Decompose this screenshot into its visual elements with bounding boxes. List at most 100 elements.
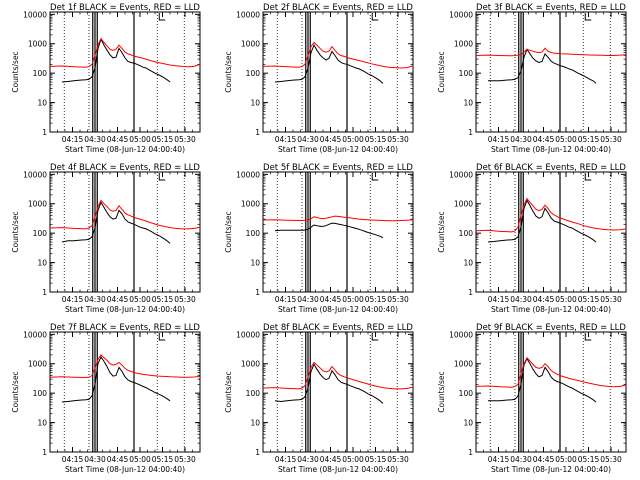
- plot-frame: [49, 171, 201, 293]
- x-tick-label: 05:00: [342, 455, 364, 464]
- x-tick-label: 04:45: [320, 135, 342, 144]
- x-axis-label: Start Time (08-Jun-12 04:00:40): [278, 465, 398, 474]
- y-tick-label: 10: [250, 99, 260, 108]
- y-tick-label: 10000: [449, 170, 473, 179]
- y-axis-label: Counts/sec: [11, 371, 20, 412]
- y-tick-label: 1000: [454, 40, 473, 49]
- y-tick-label: 10: [37, 99, 47, 108]
- marker-bracket: [158, 13, 166, 21]
- panel-title: Det 3f BLACK = Events, RED = LLD: [476, 3, 626, 13]
- x-tick-label: 05:30: [600, 455, 622, 464]
- x-tick-label: 05:15: [152, 295, 174, 304]
- y-tick-label: 1000: [28, 40, 47, 49]
- x-axis-label: Start Time (08-Jun-12 04:00:40): [491, 145, 611, 154]
- x-tick-label: 05:15: [365, 135, 387, 144]
- y-tick-label: 10000: [449, 10, 473, 19]
- x-tick-label: 05:30: [387, 135, 409, 144]
- x-tick-label: 05:00: [555, 455, 577, 464]
- y-tick-label: 10: [463, 99, 473, 108]
- y-tick-label: 1: [42, 288, 47, 297]
- y-tick-label: 100: [33, 229, 48, 238]
- x-tick-label: 04:30: [84, 135, 106, 144]
- y-tick-label: 1: [255, 448, 260, 457]
- x-tick-label: 04:15: [275, 295, 297, 304]
- x-tick-label: 04:30: [84, 295, 106, 304]
- series-line-events: [274, 222, 384, 239]
- series-line-lld: [263, 215, 413, 222]
- x-axis-label: Start Time (08-Jun-12 04:00:40): [491, 465, 611, 474]
- y-axis-label: Counts/sec: [437, 211, 446, 252]
- y-tick-label: 10: [37, 259, 47, 268]
- plot-frame: [475, 11, 627, 133]
- x-tick-label: 04:45: [533, 455, 555, 464]
- y-axis-label: Counts/sec: [437, 371, 446, 412]
- x-tick-label: 04:15: [62, 135, 84, 144]
- x-tick-label: 04:30: [297, 135, 319, 144]
- x-tick-label: 05:15: [365, 455, 387, 464]
- series-line-lld: [50, 199, 200, 230]
- y-axis-label: Counts/sec: [224, 211, 233, 252]
- marker-bracket: [371, 333, 379, 341]
- series-line-events: [488, 357, 597, 403]
- plot-frame: [262, 11, 414, 133]
- y-tick-label: 100: [33, 389, 48, 398]
- x-tick-label: 04:45: [107, 135, 129, 144]
- panel-title: Det 4f BLACK = Events, RED = LLD: [50, 163, 200, 173]
- y-tick-label: 1000: [241, 40, 260, 49]
- x-axis-label: Start Time (08-Jun-12 04:00:40): [278, 145, 398, 154]
- marker-bracket: [371, 173, 379, 181]
- marker-bracket: [371, 13, 379, 21]
- x-tick-label: 05:30: [600, 295, 622, 304]
- series-line-events: [274, 43, 384, 84]
- x-axis-label: Start Time (08-Jun-12 04:00:40): [65, 145, 185, 154]
- panel-title: Det 8f BLACK = Events, RED = LLD: [263, 323, 413, 333]
- y-axis-label: Counts/sec: [11, 211, 20, 252]
- x-tick-label: 04:15: [275, 135, 297, 144]
- x-tick-label: 04:45: [533, 295, 555, 304]
- marker-bracket: [584, 13, 592, 21]
- y-tick-label: 1000: [454, 360, 473, 369]
- series-line-events: [61, 38, 171, 83]
- panel-title: Det 1f BLACK = Events, RED = LLD: [50, 3, 200, 13]
- x-tick-label: 05:00: [129, 295, 151, 304]
- y-tick-label: 1000: [241, 360, 260, 369]
- panel-5: Det 5f BLACK = Events, RED = LLD 1 10 100 10…: [224, 163, 414, 314]
- y-tick-label: 1000: [241, 200, 260, 209]
- y-tick-label: 10: [250, 259, 260, 268]
- x-tick-label: 05:00: [129, 135, 151, 144]
- x-axis-label: Start Time (08-Jun-12 04:00:40): [65, 465, 185, 474]
- x-tick-label: 05:00: [342, 135, 364, 144]
- x-tick-label: 05:30: [174, 455, 196, 464]
- y-tick-label: 100: [459, 389, 474, 398]
- marker-bracket: [158, 333, 166, 341]
- x-tick-label: 04:15: [488, 295, 510, 304]
- x-tick-label: 05:30: [387, 295, 409, 304]
- y-tick-label: 1: [255, 128, 260, 137]
- y-tick-label: 10000: [236, 330, 260, 339]
- panel-8: Det 8f BLACK = Events, RED = LLD 1 10 100 10…: [224, 323, 414, 474]
- panel-title: Det 5f BLACK = Events, RED = LLD: [263, 163, 413, 173]
- x-tick-label: 04:30: [510, 135, 532, 144]
- y-tick-label: 10000: [449, 330, 473, 339]
- marker-bracket: [584, 173, 592, 181]
- x-tick-label: 05:00: [342, 295, 364, 304]
- x-tick-label: 04:45: [107, 295, 129, 304]
- plot-frame: [475, 331, 627, 453]
- x-tick-label: 04:15: [275, 455, 297, 464]
- series-line-events: [274, 363, 384, 404]
- y-tick-label: 1: [468, 288, 473, 297]
- marker-bracket: [158, 173, 166, 181]
- y-tick-label: 100: [459, 69, 474, 78]
- x-tick-label: 04:15: [62, 295, 84, 304]
- y-tick-label: 10: [37, 419, 47, 428]
- y-tick-label: 100: [246, 229, 261, 238]
- y-tick-label: 1: [255, 288, 260, 297]
- y-tick-label: 1000: [28, 200, 47, 209]
- y-tick-label: 1000: [454, 200, 473, 209]
- y-tick-label: 10: [463, 419, 473, 428]
- panel-title: Det 7f BLACK = Events, RED = LLD: [50, 323, 200, 333]
- x-tick-label: 05:30: [174, 135, 196, 144]
- panel-6: Det 6f BLACK = Events, RED = LLD 1 10 100 10…: [437, 163, 627, 314]
- y-axis-label: Counts/sec: [224, 51, 233, 92]
